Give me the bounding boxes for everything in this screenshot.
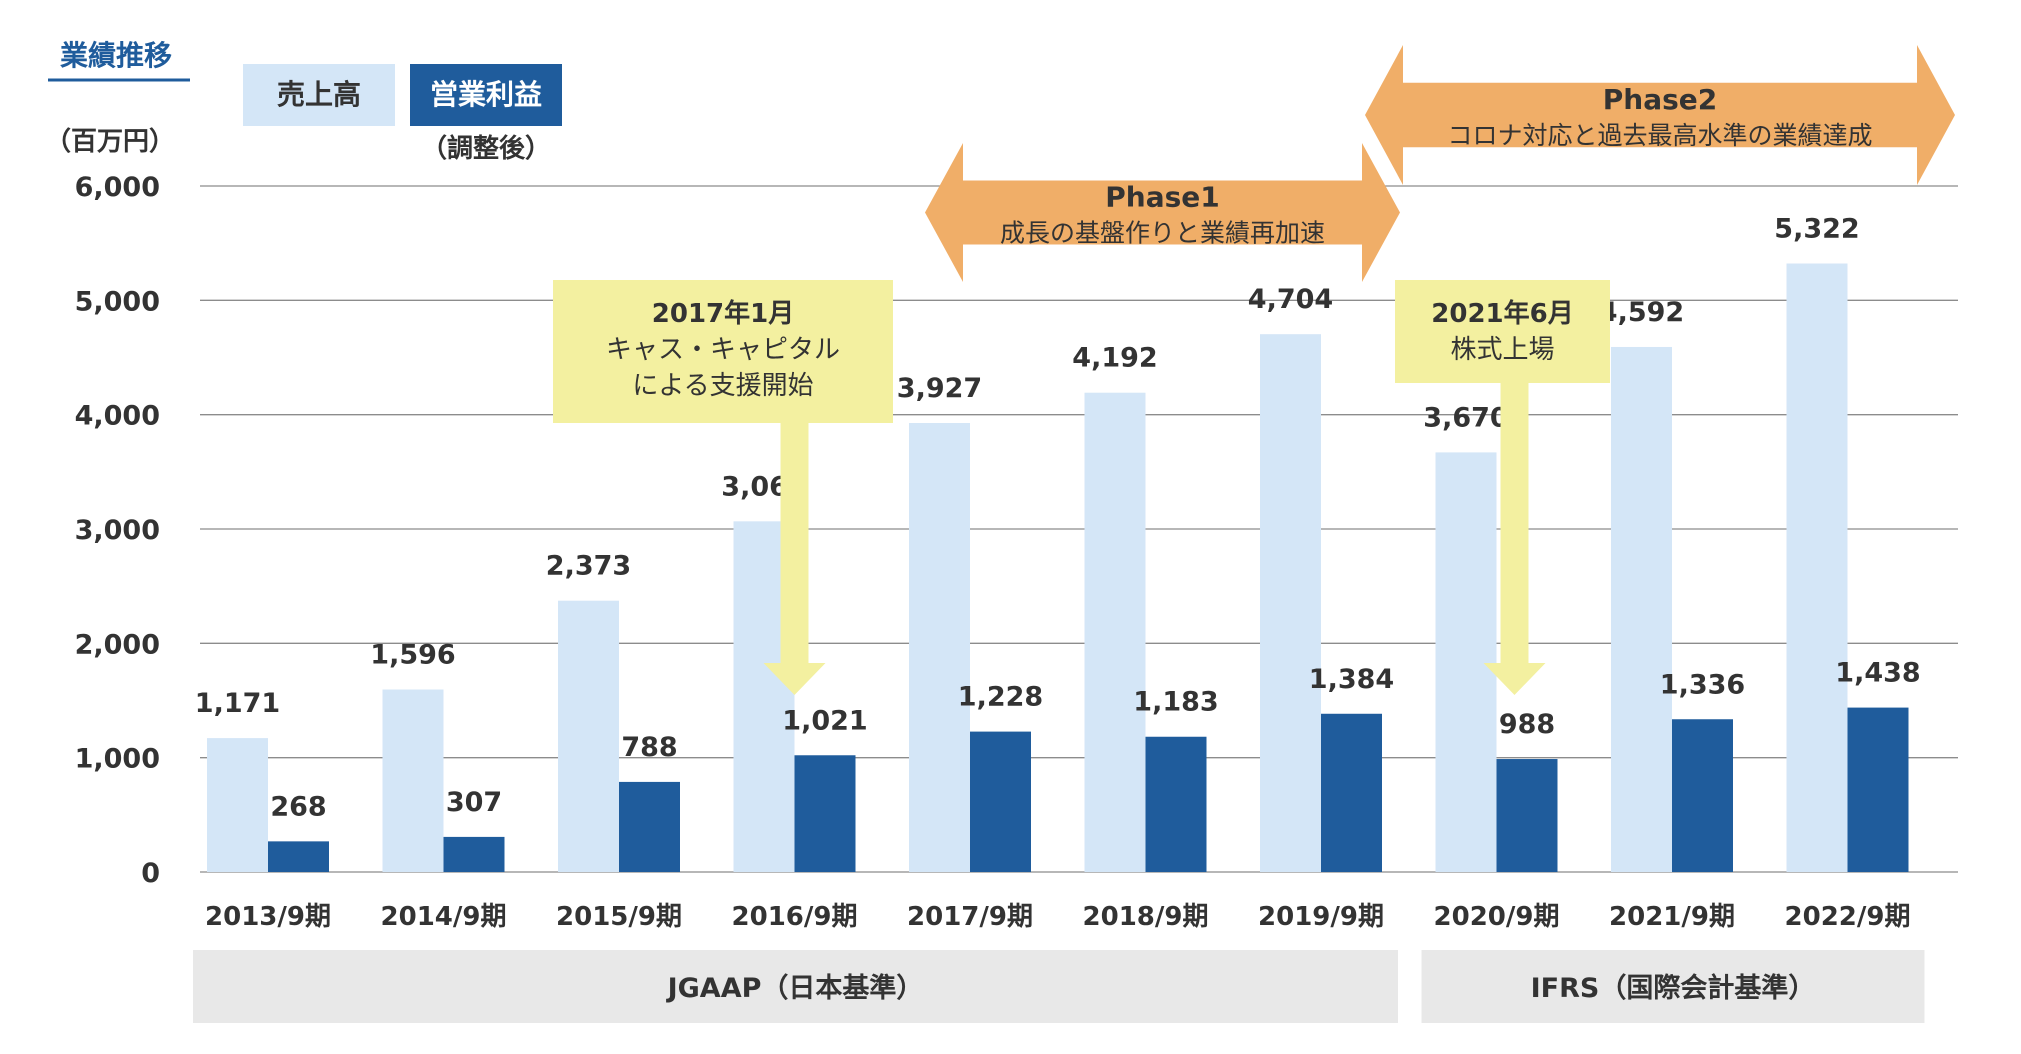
x-axis-ticks: 2013/9期 2014/9期 2015/9期 2016/9期 2017/9期 2018/… [205,902,1910,932]
phase-subtitle: コロナ対応と過去最高水準の業績達成 [1447,121,1872,150]
accounting-standard-bands: JGAAP（日本基準） IFRS（国際会計基準） [193,950,1925,1023]
value-label-profit: 307 [446,787,502,818]
legend-note-adjusted: （調整後） [421,133,551,164]
callout-box [1395,280,1610,383]
phase-title: Phase2 [1603,83,1718,116]
bar-operating-profit [619,781,680,872]
value-label-profit: 1,384 [1309,664,1394,695]
x-tick-label: 2016/9期 [732,902,858,932]
value-label-revenue: 1,596 [370,640,455,671]
value-label-revenue: 3,927 [897,373,982,404]
value-label-revenue: 2,373 [546,551,631,582]
value-label-profit: 788 [621,732,677,763]
bars [207,263,1909,872]
x-tick-label: 2017/9期 [907,902,1033,932]
legend-label-profit: 営業利益 [430,78,542,111]
x-tick-label: 2014/9期 [381,902,507,932]
callout-line: キャス・キャピタル [606,335,840,365]
y-axis-ticks: 0 1,000 2,000 3,000 4,000 5,000 6,000 [75,172,160,889]
value-label-profit: 1,183 [1133,687,1218,718]
bar-revenue [909,423,970,872]
x-tick-label: 2020/9期 [1434,902,1560,932]
value-label-revenue: 5,322 [1774,214,1859,245]
value-label-profit: 988 [1499,709,1555,740]
standard-band [193,950,1398,1023]
callout-line: による支援開始 [632,371,813,401]
bar-operating-profit [1145,736,1207,872]
callout-box [553,280,893,423]
bar-revenue [207,738,268,872]
y-tick-label: 3,000 [75,515,160,546]
unit-label: （百万円） [45,127,175,157]
x-tick-label: 2021/9期 [1609,902,1735,932]
bar-operating-profit [268,841,329,872]
bar-operating-profit [1321,713,1382,872]
value-label-profit: 1,336 [1660,669,1745,700]
bar-revenue [1435,452,1497,872]
value-label-profit: 1,228 [958,682,1043,713]
phase-subtitle: 成長の基盤作りと業績再加速 [1000,219,1325,248]
x-tick-label: 2015/9期 [556,902,682,932]
value-label-revenue: 4,192 [1072,343,1157,374]
phase-arrows: Phase1 成長の基盤作りと業績再加速 Phase2 コロナ対応と過去最高水準の業績… [925,45,1955,282]
legend-swatch-revenue [243,64,395,126]
y-tick-label: 1,000 [75,744,160,775]
phase-title: Phase1 [1105,181,1220,214]
chart-title: 業績推移 [60,39,172,72]
bar-operating-profit [970,731,1031,872]
value-label-revenue: 1,171 [195,688,280,719]
bar-revenue [382,689,444,872]
callout-line: 2021年6月 [1431,298,1573,329]
callout-line: 株式上場 [1450,335,1554,365]
value-label-profit: 268 [270,791,326,822]
bar-revenue [1084,392,1146,872]
callout-arrow [763,423,826,695]
standard-band-label: JGAAP（日本基準） [666,972,924,1004]
bar-operating-profit [1672,719,1733,872]
bar-operating-profit [1847,707,1909,872]
y-tick-label: 6,000 [75,172,160,203]
x-tick-label: 2018/9期 [1083,902,1209,932]
x-tick-label: 2022/9期 [1785,902,1911,932]
value-label-profit: 1,438 [1835,658,1920,689]
bar-revenue [1260,334,1321,872]
phase-arrow [925,143,1400,282]
legend-label-revenue: 売上高 [277,78,361,111]
standard-band [1421,950,1925,1023]
callout-line: 2017年1月 [652,298,794,329]
bar-revenue [1611,346,1672,872]
bar-operating-profit [1496,759,1558,872]
value-label-revenue: 3,670 [1423,402,1508,433]
y-tick-label: 4,000 [75,401,160,432]
value-label-revenue: 4,704 [1248,284,1333,315]
callout-arrow [1483,383,1546,695]
phase-arrow [1365,45,1955,185]
y-tick-label: 0 [141,858,160,889]
standard-band-label: IFRS（国際会計基準） [1531,972,1816,1004]
bar-revenue [1786,263,1848,872]
bar-operating-profit [443,836,505,872]
y-tick-label: 5,000 [75,286,160,317]
x-tick-label: 2013/9期 [205,902,331,932]
legend: 売上高 営業利益 （調整後） [243,64,562,164]
value-label-profit: 1,021 [782,705,867,736]
y-tick-label: 2,000 [75,629,160,660]
value-label-revenue: 4,592 [1599,297,1684,328]
x-tick-label: 2019/9期 [1258,902,1384,932]
bar-revenue [558,600,619,872]
legend-swatch-profit [410,64,562,126]
bar-operating-profit [794,755,856,872]
